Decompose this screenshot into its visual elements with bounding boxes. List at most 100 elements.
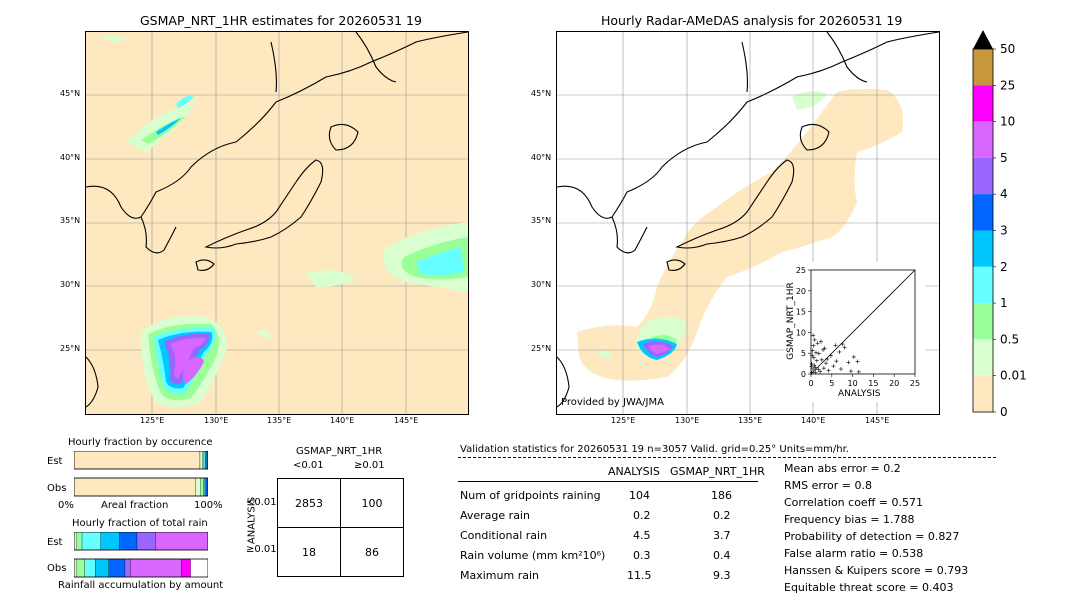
- scatter-point: [848, 369, 853, 374]
- left-lat-tick-25: 25°N: [60, 344, 81, 353]
- scatter-point: [842, 345, 847, 350]
- scatter-point: [831, 364, 836, 369]
- stats-row-analysis: 11.5: [627, 569, 652, 582]
- scatter-point: [809, 370, 814, 375]
- occurrence-bars: [74, 451, 208, 497]
- left-lat-tick-45: 45°N: [60, 89, 81, 98]
- right-lat-tick-30: 30°N: [531, 280, 552, 289]
- right-lon-tick-140: 140°E: [801, 416, 826, 425]
- scatter-point: [821, 366, 826, 371]
- totalrain-bar-segment: [81, 532, 101, 551]
- totalrain-bar-segment: [136, 532, 156, 551]
- scatter-plot: 0 5 10 15 20 25 0 5 10 15 20 25: [796, 266, 920, 388]
- contingency-row-lt: <0.01: [246, 497, 277, 508]
- score-line: False alarm ratio = 0.538: [784, 547, 924, 560]
- totalrain-bar-segment: [74, 558, 77, 578]
- occurrence-x-tick-0: 0%: [58, 500, 74, 511]
- stats-col-analysis: ANALYSIS: [608, 465, 660, 478]
- scatter-y-tick-label: 25: [796, 266, 806, 275]
- stats-row-label: Num of gridpoints raining: [460, 489, 601, 502]
- occurrence-bar-segment: [199, 451, 203, 470]
- scatter-ylabel: GSMAP_NRT_1HR: [786, 282, 796, 360]
- scatter-point: [851, 354, 856, 359]
- scatter-point: [818, 339, 823, 344]
- right-map-title: Hourly Radar-AMeDAS analysis for 2026053…: [601, 13, 903, 28]
- colorbar-tick-label: 0.5: [1000, 332, 1019, 346]
- stats-row-analysis: 0.2: [633, 509, 651, 522]
- contingency-title: GSMAP_NRT_1HR: [296, 446, 383, 457]
- occurrence-bar-segment: [74, 477, 196, 497]
- stats-row-gsmap: 9.3: [713, 569, 731, 582]
- scatter-point: [840, 342, 845, 347]
- left-lat-tick-30: 30°N: [60, 280, 81, 289]
- right-lat-tick-45: 45°N: [531, 89, 552, 98]
- contingency-col-ge: ≥0.01: [354, 460, 385, 471]
- scatter-point: [828, 353, 833, 358]
- scatter-x-tick-label: 10: [848, 379, 858, 388]
- left-lon-tick-140: 140°E: [330, 416, 355, 425]
- stats-row-label: Maximum rain: [460, 569, 539, 582]
- scatter-x-tick-label: 20: [889, 379, 899, 388]
- right-lon-tick-145: 145°E: [865, 416, 890, 425]
- stats-row-gsmap: 0.2: [713, 509, 731, 522]
- scatter-point: [815, 341, 820, 346]
- colorbar-segment: [973, 266, 993, 304]
- stats-row-label: Average rain: [460, 509, 530, 522]
- scatter-point: [811, 343, 816, 348]
- scatter-y-tick-label: 5: [801, 349, 806, 358]
- scatter-x-tick-label: 25: [910, 379, 920, 388]
- scatter-point: [846, 360, 851, 365]
- left-lat-tick-40: 40°N: [60, 153, 81, 162]
- totalrain-bar-segment: [124, 558, 131, 578]
- colorbar-tick-label: 5: [1000, 151, 1008, 165]
- stats-col-gsmap: GSMAP_NRT_1HR: [670, 465, 765, 478]
- contingency-cell: 2853: [277, 478, 341, 528]
- totalrain-bar-segment: [181, 558, 191, 578]
- scatter-y-tick-label: 10: [796, 328, 806, 337]
- totalrain-xlabel: Rainfall accumulation by amount: [58, 580, 224, 591]
- scatter-point: [813, 370, 818, 375]
- totalrain-bar-segment: [155, 532, 208, 551]
- colorbar-segment: [973, 85, 993, 122]
- occurrence-bar-segment: [203, 451, 206, 470]
- left-lon-tick-130: 130°E: [204, 416, 229, 425]
- scatter-diagonal: [810, 269, 916, 375]
- stats-divider: [458, 457, 996, 458]
- colorbar-segment: [973, 49, 993, 86]
- colorbar-tick-label: 2: [1000, 260, 1008, 274]
- scatter-frame: [810, 269, 916, 375]
- scatter-point: [856, 369, 861, 374]
- totalrain-bar-segment: [119, 532, 138, 551]
- stats-row-label: Conditional rain: [460, 529, 548, 542]
- scatter-point: [816, 351, 821, 356]
- left-lat-tick-35: 35°N: [60, 216, 81, 225]
- colorbar-segment: [973, 303, 993, 340]
- right-lat-tick-25: 25°N: [531, 344, 552, 353]
- right-lon-tick-135: 135°E: [738, 416, 763, 425]
- colorbar-tick-label: 0: [1000, 405, 1008, 418]
- stats-col-underline: [458, 481, 758, 482]
- occurrence-bar-segment: [195, 477, 201, 497]
- totalrain-bar-segment: [95, 558, 109, 578]
- scatter-x-tick-label: 15: [868, 379, 878, 388]
- totalrain-est-label: Est: [47, 537, 63, 548]
- stats-row-analysis: 0.3: [633, 549, 651, 562]
- score-line: Probability of detection = 0.827: [784, 530, 960, 543]
- stats-row-gsmap: 3.7: [713, 529, 731, 542]
- scatter-point: [855, 359, 860, 364]
- right-lat-tick-40: 40°N: [531, 153, 552, 162]
- right-lon-tick-130: 130°E: [675, 416, 700, 425]
- totalrain-bar-segment: [130, 558, 182, 578]
- scatter-point: [823, 361, 828, 366]
- scatter-point: [811, 333, 816, 338]
- score-line: Frequency bias = 1.788: [784, 513, 915, 526]
- contingency-table: 2853 100 18 86: [277, 478, 404, 577]
- scatter-point: [814, 358, 819, 363]
- stats-row-label: Rain volume (mm km²10⁶): [460, 549, 606, 562]
- colorbar-segment: [973, 194, 993, 231]
- colorbar-tick-label: 4: [1000, 187, 1008, 201]
- scatter-y-tick-label: 0: [801, 370, 806, 379]
- totalrain-bars: [74, 532, 208, 578]
- totalrain-bar-segment: [84, 558, 96, 578]
- colorbar-tick-label: 25: [1000, 78, 1015, 92]
